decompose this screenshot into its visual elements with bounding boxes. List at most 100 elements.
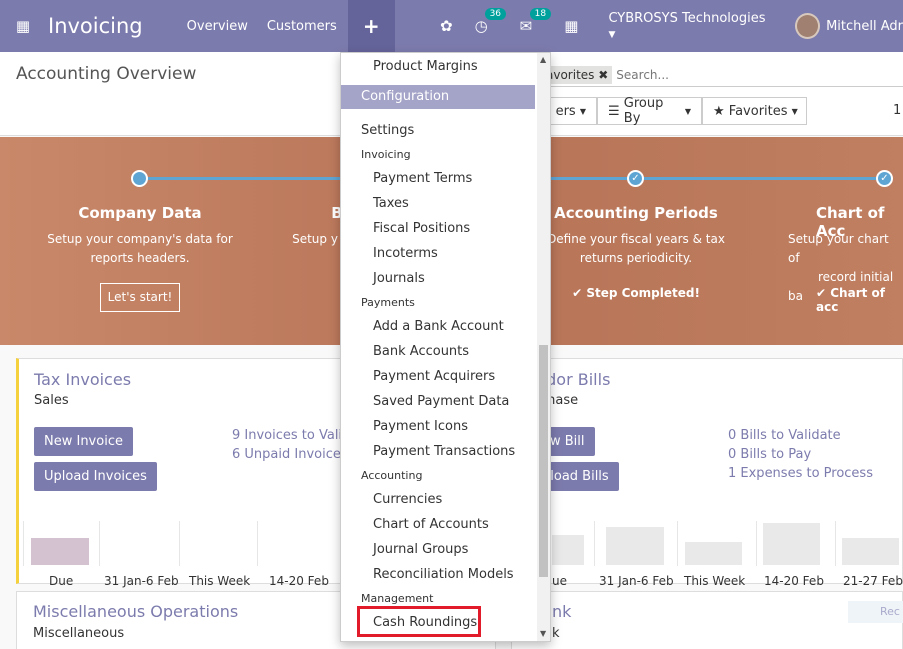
graph-label: ue <box>552 574 567 588</box>
nav-more-button[interactable]: + <box>347 0 395 52</box>
card-title[interactable]: ndor Bills <box>536 370 611 389</box>
menu-item-payment-transactions[interactable]: Payment Transactions <box>373 444 516 459</box>
activity-icon[interactable]: ◷ 36 <box>475 8 507 35</box>
menu-item-settings[interactable]: Settings <box>361 123 415 138</box>
menu-item-fiscal-positions[interactable]: Fiscal Positions <box>373 221 471 236</box>
card-title[interactable]: Tax Invoices <box>34 370 132 389</box>
invoices-to-validate-link[interactable]: 9 Invoices to Valida <box>232 428 359 443</box>
bills-to-validate-link[interactable]: 0 Bills to Validate <box>728 428 841 443</box>
step-desc-chart-of-accounts: Setup your chart of record initial ba <box>760 230 903 306</box>
card-subtitle: Miscellaneous <box>33 626 125 641</box>
graph-bar[interactable] <box>552 535 584 565</box>
nav-customers[interactable]: Customers <box>266 18 337 34</box>
upload-bills-button[interactable]: pload Bills <box>540 462 619 491</box>
group-by-button[interactable]: ☰ Group By ▼ <box>597 96 702 126</box>
graph-bar[interactable] <box>842 538 899 565</box>
menu-section-configuration[interactable]: Configuration <box>341 85 535 109</box>
dashboard: Tax Invoices Sales New Invoice Upload In… <box>0 345 903 649</box>
menu-item-payment-icons[interactable]: Payment Icons <box>373 419 468 434</box>
search-input[interactable]: Search... <box>616 67 669 82</box>
messages-icon[interactable]: ✉ 18 <box>520 8 552 35</box>
user-avatar[interactable] <box>794 13 821 39</box>
menu-header-invoicing: Invoicing <box>361 148 411 161</box>
bug-icon[interactable]: ✿ <box>440 17 453 35</box>
user-menu[interactable]: Mitchell Adr <box>826 18 903 34</box>
graph-label: 31 Jan-6 Feb <box>104 574 179 588</box>
favorites-label: Favorites <box>728 103 788 119</box>
journal-card-vendor-bills: ndor Bills chase ew Bill pload Bills 0 B… <box>511 358 903 588</box>
step-completed-text: Step Completed! <box>586 286 700 300</box>
menu-scrollbar-thumb[interactable] <box>539 345 548 577</box>
graph-bar[interactable] <box>763 523 820 565</box>
graph-label: Due <box>49 574 74 588</box>
filters-label: ers <box>555 103 576 119</box>
company-name: CYBROSYS Technologies <box>608 11 766 26</box>
bills-to-pay-link[interactable]: 0 Bills to Pay <box>728 447 812 462</box>
nav-overview[interactable]: Overview <box>186 18 248 34</box>
caret-down-icon: ▼ <box>791 106 798 116</box>
graph-divider <box>23 521 24 566</box>
gift-icon[interactable]: ▦ <box>564 17 579 35</box>
graph-label: This Week <box>684 574 746 588</box>
menu-item-payment-terms[interactable]: Payment Terms <box>373 171 473 186</box>
page-title: Accounting Overview <box>16 64 197 84</box>
expenses-to-process-link[interactable]: 1 Expenses to Process <box>728 466 873 481</box>
app-brand[interactable]: Invoicing <box>48 14 143 38</box>
caret-down-icon: ▼ <box>684 106 691 116</box>
step-desc-line: Setup your chart of <box>788 232 889 265</box>
graph-bar[interactable] <box>606 527 664 565</box>
search-facet[interactable]: avorites ✖ <box>542 65 613 84</box>
menu-item-chart-of-accounts[interactable]: Chart of Accounts <box>373 517 489 532</box>
card-title[interactable]: nk <box>552 602 572 621</box>
unpaid-invoices-link[interactable]: 6 Unpaid Invoices <box>232 447 348 462</box>
caret-down-icon: ▼ <box>579 106 586 116</box>
company-switcher[interactable]: CYBROSYS Technologies ▼ <box>608 11 770 41</box>
graph-label: 21-27 Feb <box>843 574 903 588</box>
check-icon: ✔ <box>816 286 827 300</box>
facet-remove-icon[interactable]: ✖ <box>598 67 609 82</box>
pager[interactable]: 1 <box>893 103 902 118</box>
menu-item-saved-payment-data[interactable]: Saved Payment Data <box>373 394 510 409</box>
scroll-up-icon[interactable]: ▲ <box>540 55 547 64</box>
menu-item-bank-accounts[interactable]: Bank Accounts <box>373 344 470 359</box>
chart-of-accounts-action[interactable]: ✔ Chart of acc <box>760 286 903 314</box>
graph-label: 14-20 Feb <box>764 574 824 588</box>
graph-bar[interactable] <box>31 538 89 565</box>
step-desc-line: Define your fiscal years & tax <box>547 232 725 246</box>
apps-menu-icon[interactable]: ▦ <box>15 17 31 35</box>
menu-item-currencies[interactable]: Currencies <box>373 492 443 507</box>
favorites-button[interactable]: ★ Favorites ▼ <box>702 97 807 125</box>
check-icon: ✓ <box>876 170 893 187</box>
step-desc-line: reports headers. <box>90 251 190 265</box>
star-icon: ★ <box>713 103 725 119</box>
new-invoice-button[interactable]: New Invoice <box>34 427 133 456</box>
menu-item-add-bank-account[interactable]: Add a Bank Account <box>373 319 504 334</box>
more-dropdown-menu: Product Margins Configuration Settings I… <box>340 52 551 642</box>
menu-item-reconciliation-models[interactable]: Reconciliation Models <box>373 567 514 582</box>
graph-bar[interactable] <box>685 542 742 565</box>
upload-invoices-button[interactable]: Upload Invoices <box>34 462 157 491</box>
graph-divider <box>99 521 100 566</box>
step-action-text: Chart of acc <box>816 286 885 314</box>
menu-item-journals[interactable]: Journals <box>373 271 425 286</box>
scroll-down-icon[interactable]: ▼ <box>540 629 547 638</box>
step-title-bank: B <box>331 204 343 222</box>
menu-item-journal-groups[interactable]: Journal Groups <box>373 542 469 557</box>
list-icon: ☰ <box>608 103 620 119</box>
card-title[interactable]: Miscellaneous Operations <box>33 602 239 621</box>
menu-item-product-margins[interactable]: Product Margins <box>373 59 478 74</box>
step-title-accounting-periods: Accounting Periods <box>554 204 718 222</box>
reconcile-tag[interactable]: Rec <box>848 601 903 623</box>
menu-item-incoterms[interactable]: Incoterms <box>373 246 438 261</box>
cash-roundings-highlight <box>357 606 481 637</box>
journal-card-bank: nk k Rec <box>511 591 903 649</box>
card-subtitle: Sales <box>34 393 69 408</box>
menu-item-payment-acquirers[interactable]: Payment Acquirers <box>373 369 496 384</box>
menu-item-taxes[interactable]: Taxes <box>373 196 409 211</box>
step-completed-label: ✔ Step Completed! <box>536 286 736 300</box>
menu-header-management: Management <box>361 592 434 605</box>
lets-start-button[interactable]: Let's start! <box>100 283 180 312</box>
menu-header-accounting: Accounting <box>361 469 423 482</box>
menu-item-cash-roundings[interactable]: Cash Roundings <box>373 615 478 630</box>
search-bar[interactable]: avorites ✖ Search... <box>520 63 903 87</box>
